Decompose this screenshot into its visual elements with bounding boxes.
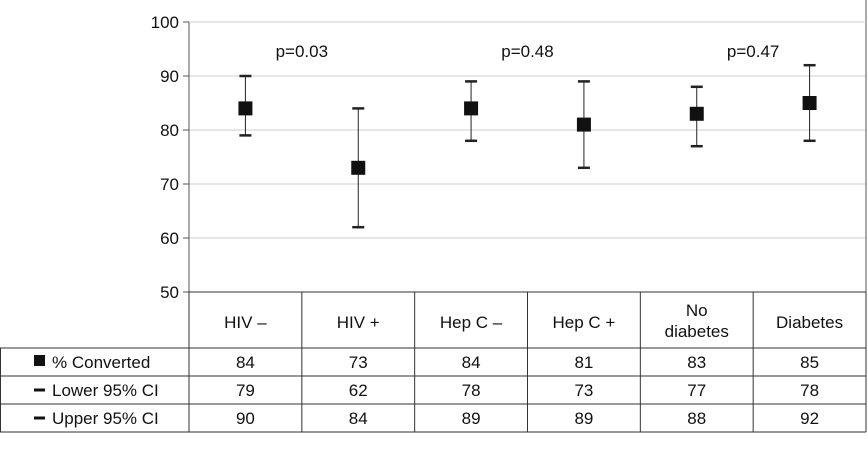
data-point-marker (351, 160, 366, 175)
p-value-annotation: p=0.48 (501, 42, 553, 61)
table-cell-value: 84 (349, 409, 368, 428)
table-cell-value: 88 (687, 409, 706, 428)
p-value-annotation: p=0.03 (276, 42, 328, 61)
category-label: HIV – (224, 313, 267, 332)
category-label: HIV + (337, 313, 380, 332)
y-tick-label: 100 (151, 13, 179, 32)
data-point-marker (464, 101, 479, 116)
table-cell-value: 78 (800, 381, 819, 400)
table-cell-value: 84 (236, 353, 255, 372)
table-cell-value: 85 (800, 353, 819, 372)
y-tick-label: 50 (160, 283, 179, 302)
table-cell-value: 79 (236, 381, 255, 400)
table-cell-value: 89 (462, 409, 481, 428)
table-cell-value: 89 (574, 409, 593, 428)
table-cell-value: 84 (462, 353, 481, 372)
table-cell-value: 83 (687, 353, 706, 372)
data-point-marker (802, 96, 817, 110)
data-point-marker (689, 106, 704, 121)
category-label: Diabetes (776, 313, 843, 332)
category-label: Hep C + (552, 313, 615, 332)
category-label: No diabetes (665, 301, 729, 341)
y-tick-label: 70 (160, 175, 179, 194)
y-tick-label: 90 (160, 67, 179, 86)
p-value-annotation: p=0.47 (727, 42, 779, 61)
legend-key-square (34, 355, 45, 366)
data-point-marker (238, 101, 253, 116)
table-cell-value: 73 (349, 353, 368, 372)
y-tick-label: 80 (160, 121, 179, 140)
table-cell-value: 62 (349, 381, 368, 400)
table-row-label: Lower 95% CI (52, 381, 159, 400)
table-cell-value: 92 (800, 409, 819, 428)
table-cell-value: 77 (687, 381, 706, 400)
table-cell-value: 81 (574, 353, 593, 372)
table-cell-value: 90 (236, 409, 255, 428)
data-point-marker (576, 117, 591, 132)
table-cell-value: 78 (462, 381, 481, 400)
table-cell-value: 73 (574, 381, 593, 400)
table-row-label: % Converted (52, 353, 150, 372)
table-row-label: Upper 95% CI (52, 409, 159, 428)
y-tick-label: 60 (160, 229, 179, 248)
category-label: Hep C – (440, 313, 503, 332)
